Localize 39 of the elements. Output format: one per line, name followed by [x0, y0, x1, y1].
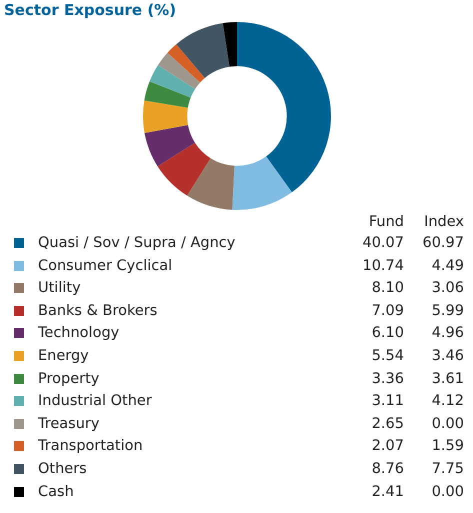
slice-label: Fund: [368, 213, 404, 232]
text: 3.46: [430, 346, 464, 366]
data-label: 6.10: [370, 324, 404, 344]
text: Index: [423, 213, 464, 232]
text: 7.75: [430, 460, 464, 479]
legend-label: Others: [37, 460, 88, 479]
text: 1.59: [430, 437, 464, 456]
text: 4.96: [430, 324, 464, 344]
legend-label: Utility: [37, 279, 82, 298]
data-label: 5.54: [370, 346, 404, 366]
data-label: 2.07: [370, 437, 404, 456]
legend-label: Banks & Brokers: [37, 302, 158, 321]
text: 4.49: [430, 256, 464, 276]
text: 60.97: [421, 234, 464, 253]
legend-label: Property: [37, 370, 100, 389]
data-label: 3.11: [370, 392, 404, 412]
text: 0.00: [430, 482, 464, 502]
legend-label: Treasury: [37, 414, 100, 434]
legend-label: Energy: [37, 346, 90, 366]
chart-title: Sector Exposure (%): [4, 1, 178, 20]
data-label: 7.09: [370, 302, 404, 321]
text: 3.61: [430, 370, 464, 389]
data-label: 3.36: [370, 370, 404, 389]
text: 5.99: [430, 302, 464, 321]
data-label: 40.07: [361, 234, 404, 253]
data-label: 2.41: [370, 482, 404, 502]
data-label: 2.65: [370, 414, 404, 434]
legend-label: Transportation: [37, 437, 144, 456]
legend-label: Industrial Other: [37, 392, 153, 412]
legend-label: Technology: [37, 324, 120, 344]
text: 4.12: [430, 392, 464, 412]
legend-label: Consumer Cyclical: [37, 256, 174, 276]
data-label: 8.76: [370, 460, 404, 479]
legend-label: Quasi / Sov / Supra / Agncy: [37, 234, 236, 253]
data-label: 8.10: [370, 279, 404, 298]
data-label: 10.74: [361, 256, 404, 276]
text: 3.06: [430, 279, 464, 298]
legend-label: Cash: [37, 482, 75, 502]
text: 0.00: [430, 414, 464, 434]
